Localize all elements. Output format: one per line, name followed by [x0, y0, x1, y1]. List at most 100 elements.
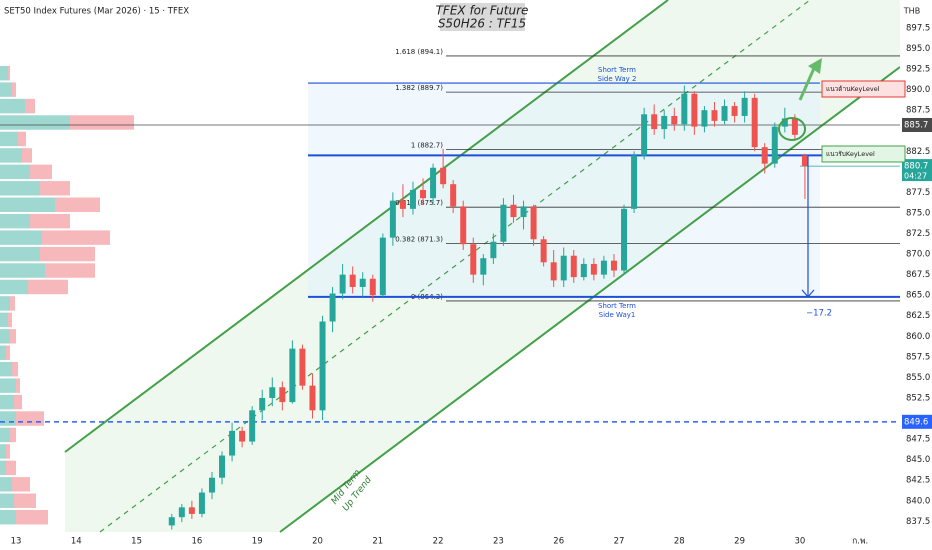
profile-up — [0, 460, 6, 476]
price-tag — [902, 414, 932, 429]
fib-label: 0.618 (875.7) — [395, 199, 443, 207]
profile-down — [12, 477, 30, 492]
candle-body — [188, 507, 195, 514]
measure-arrow-head — [801, 289, 815, 298]
profile-down — [8, 65, 10, 81]
profile-up — [0, 279, 28, 295]
profile-down — [14, 493, 36, 508]
candle-body — [661, 115, 668, 130]
candle-body — [460, 206, 467, 245]
profile-down — [10, 329, 16, 344]
y-tick-label: 887.5 — [906, 106, 930, 116]
candle-body — [540, 239, 547, 263]
profile-down — [70, 115, 134, 130]
candle-body — [269, 387, 276, 398]
candle-body — [781, 118, 788, 127]
profile-up — [0, 477, 12, 492]
profile-up — [0, 197, 55, 212]
fib-label: 1 (882.7) — [411, 142, 443, 150]
annotation: Short Term — [598, 66, 636, 74]
candle-body — [259, 397, 266, 411]
profile-down — [22, 148, 32, 163]
x-tick-label: 29 — [734, 537, 745, 547]
chart-title: TFEX for Future — [436, 4, 529, 18]
candle-body — [761, 147, 768, 164]
candle-body — [239, 430, 246, 442]
profile-down — [10, 296, 15, 311]
channel-mid — [99, 0, 811, 533]
profile-up — [0, 131, 18, 147]
x-tick-label: 19 — [252, 537, 263, 547]
price-tag — [902, 159, 932, 182]
candle-body — [178, 507, 185, 518]
candle-body — [671, 115, 678, 125]
profile-up — [0, 427, 10, 443]
x-tick-label: 27 — [614, 537, 625, 547]
x-tick-label: 30 — [794, 537, 805, 547]
profile-up — [0, 164, 30, 180]
profile-down — [10, 427, 16, 443]
profile-up — [0, 115, 70, 130]
y-tick-label: 875.0 — [906, 208, 930, 218]
candle-body — [339, 274, 346, 294]
candle-body — [791, 118, 798, 135]
profile-down — [45, 263, 95, 278]
candle-body — [309, 385, 316, 411]
candle-body — [711, 110, 718, 121]
y-tick-label: 892.5 — [906, 65, 930, 75]
profile-down — [6, 444, 10, 459]
profile-down — [28, 279, 68, 295]
key-level-box — [821, 145, 906, 163]
candle-body — [430, 167, 437, 199]
candle-body — [580, 263, 587, 278]
candle-body — [409, 189, 416, 209]
profile-down — [8, 312, 12, 328]
candle-body — [329, 293, 336, 322]
profile-down — [42, 230, 110, 245]
profile-up — [0, 361, 12, 377]
profile-down — [40, 181, 70, 196]
candle-body — [319, 321, 326, 411]
profile-down — [16, 509, 48, 525]
chart-subtitle: S50H26 : TF15 — [438, 17, 526, 31]
fib-label: 1.618 (894.1) — [395, 48, 443, 56]
y-tick-label: 890.0 — [906, 85, 930, 95]
profile-up — [0, 493, 14, 508]
candle-body — [369, 278, 376, 296]
candle-body — [379, 237, 386, 296]
candle-body — [550, 262, 557, 281]
profile-down — [16, 411, 44, 426]
profile-up — [0, 246, 40, 262]
candle-body — [530, 206, 537, 240]
candle-body — [420, 189, 427, 199]
candle-body — [389, 200, 396, 238]
candle-body — [359, 278, 366, 287]
y-tick-label: 860.0 — [906, 332, 930, 342]
up-arrow — [798, 65, 817, 101]
fib-label: 0.382 (871.3) — [395, 235, 443, 243]
y-tick-label: 842.5 — [906, 476, 930, 486]
x-tick-label: 13 — [11, 537, 22, 547]
candle-body — [681, 93, 688, 125]
profile-up — [0, 329, 10, 344]
key-level-label: แนวรับKeyLevel — [826, 150, 875, 158]
profile-up — [0, 296, 10, 311]
measure-label: −17.2 — [806, 308, 832, 318]
candle-body — [741, 97, 748, 116]
profile-up — [0, 148, 22, 163]
x-tick-label: ก.พ. — [852, 537, 868, 547]
x-tick-label: 23 — [493, 537, 504, 547]
candle-body — [349, 274, 356, 287]
profile-up — [0, 509, 16, 525]
candle-body — [590, 263, 597, 275]
price-axis — [900, 0, 932, 532]
profile-up — [0, 444, 6, 459]
price-tag — [902, 117, 932, 132]
y-tick-label: 867.5 — [906, 270, 930, 280]
candle-body — [279, 387, 286, 403]
candle-body — [440, 167, 447, 185]
candle-body — [198, 492, 205, 514]
profile-up — [0, 65, 8, 81]
channel-lower — [279, 66, 901, 533]
